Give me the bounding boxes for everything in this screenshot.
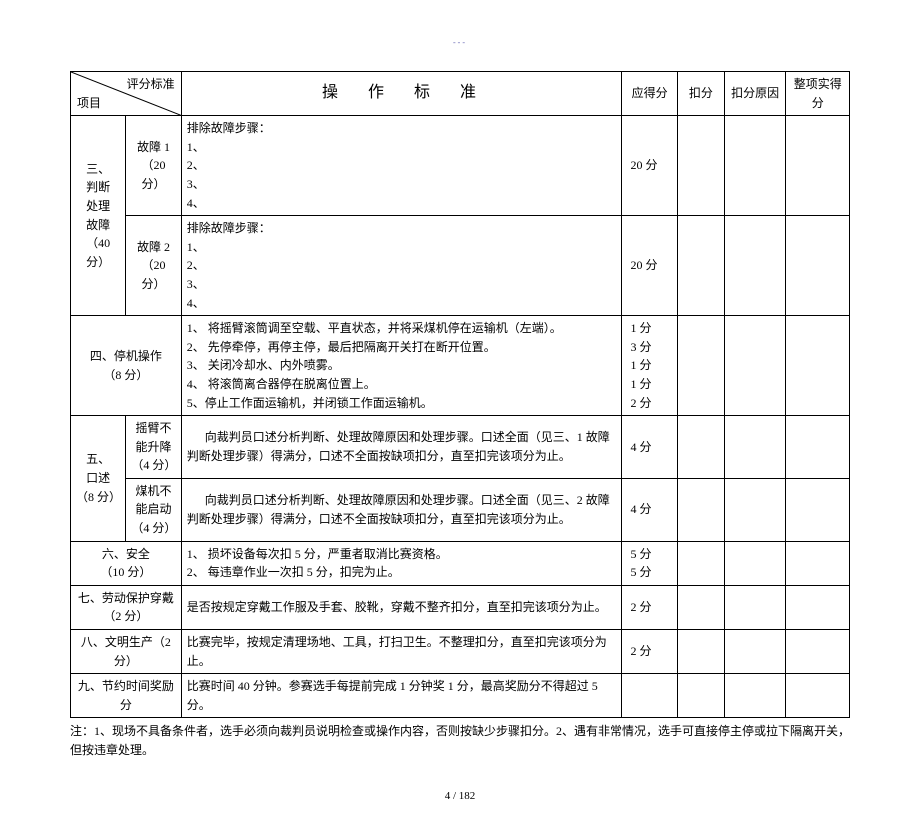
table-header-row: 项目 评分标准 操作标准 应得分 扣分 扣分原因 整项实得分 [71, 72, 850, 116]
row-three-fault2: 故障 2 （20 分） 排除故障步骤： 1、 2、 3、 4、 20 分 [71, 216, 850, 316]
item-9-deduct [677, 674, 724, 718]
row-five-sub2: 煤机不 能启动 （4 分） 向裁判员口述分析判断、处理故障原因和处理步骤。口述全… [71, 478, 850, 541]
item-7-reason [724, 585, 786, 629]
diag-criteria-label: 评分标准 [127, 75, 175, 94]
row-nine: 九、节约时间奖励分 比赛时间 40 分钟。参赛选手每提前完成 1 分钟奖 1 分… [71, 674, 850, 718]
fault1-score: 20 分 [622, 116, 677, 216]
item-5-sub1-label: 摇臂不 能升降 （4 分） [126, 416, 181, 479]
item-5-sub2-content: 向裁判员口述分析判断、处理故障原因和处理步骤。口述全面（见三、2 故障判断处理步… [181, 478, 622, 541]
item-8-deduct [677, 630, 724, 674]
item-6-deduct [677, 541, 724, 585]
item-5-sub1-score: 4 分 [622, 416, 677, 479]
row-three-fault1: 三、 判断 处理 故障 （40 分） 故障 1 （20 分） 排除故障步骤： 1… [71, 116, 850, 216]
fault1-reason [724, 116, 786, 216]
scoring-table: 项目 评分标准 操作标准 应得分 扣分 扣分原因 整项实得分 三、 判断 处理 … [70, 71, 850, 718]
item-6-scores: 5 分 5 分 [622, 541, 677, 585]
item-5-sub2-deduct [677, 478, 724, 541]
col-deserve: 应得分 [622, 72, 677, 116]
col-reason: 扣分原因 [724, 72, 786, 116]
item-8-score: 2 分 [622, 630, 677, 674]
page-marker: --- [70, 38, 850, 47]
fault1-deduct [677, 116, 724, 216]
item-8-reason [724, 630, 786, 674]
col-operation-standard: 操作标准 [181, 72, 622, 116]
fault2-label: 故障 2 （20 分） [126, 216, 181, 316]
item-8-content: 比赛完毕，按规定清理场地、工具，打扫卫生。不整理扣分，直至扣完该项分为止。 [181, 630, 622, 674]
item-5-sub1-deduct [677, 416, 724, 479]
item-5-sub1-content: 向裁判员口述分析判断、处理故障原因和处理步骤。口述全面（见三、1 故障判断处理步… [181, 416, 622, 479]
row-five-sub1: 五、 口述 （8 分） 摇臂不 能升降 （4 分） 向裁判员口述分析判断、处理故… [71, 416, 850, 479]
item-4-scores: 1 分 3 分 1 分 1 分 2 分 [622, 316, 677, 416]
item-6-label: 六、安全 （10 分） [71, 541, 182, 585]
row-seven: 七、劳动保护穿戴 （2 分） 是否按规定穿戴工作服及手套、胶靴，穿戴不整齐扣分，… [71, 585, 850, 629]
item-8-actual [786, 630, 850, 674]
item-6-actual [786, 541, 850, 585]
footnote: 注：1、现场不具备条件者，选手必须向裁判员说明检查或操作内容，否则按缺少步骤扣分… [70, 722, 850, 759]
item-7-label: 七、劳动保护穿戴 （2 分） [71, 585, 182, 629]
item-9-label: 九、节约时间奖励分 [71, 674, 182, 718]
item-5-sub2-label: 煤机不 能启动 （4 分） [126, 478, 181, 541]
item-7-actual [786, 585, 850, 629]
fault2-content: 排除故障步骤： 1、 2、 3、 4、 [181, 216, 622, 316]
fault1-actual [786, 116, 850, 216]
fault1-content: 排除故障步骤： 1、 2、 3、 4、 [181, 116, 622, 216]
item-4-deduct [677, 316, 724, 416]
row-six: 六、安全 （10 分） 1、 损坏设备每次扣 5 分，严重者取消比赛资格。 2、… [71, 541, 850, 585]
fault2-score: 20 分 [622, 216, 677, 316]
diagonal-header: 项目 评分标准 [71, 72, 182, 116]
item-9-reason [724, 674, 786, 718]
item-6-content: 1、 损坏设备每次扣 5 分，严重者取消比赛资格。 2、 每违章作业一次扣 5 … [181, 541, 622, 585]
item-8-label: 八、文明生产（2 分） [71, 630, 182, 674]
item-9-content: 比赛时间 40 分钟。参赛选手每提前完成 1 分钟奖 1 分，最高奖励分不得超过… [181, 674, 622, 718]
item-5-sub2-reason [724, 478, 786, 541]
item-5-sub2-actual [786, 478, 850, 541]
fault2-actual [786, 216, 850, 316]
item-9-score [622, 674, 677, 718]
item-5-label: 五、 口述 （8 分） [71, 416, 126, 542]
item-4-label: 四、停机操作 （8 分） [71, 316, 182, 416]
item-6-reason [724, 541, 786, 585]
item-7-score: 2 分 [622, 585, 677, 629]
col-deduct: 扣分 [677, 72, 724, 116]
col-actual: 整项实得分 [786, 72, 850, 116]
row-four: 四、停机操作 （8 分） 1、 将摇臂滚筒调至空载、平直状态，并将采煤机停在运输… [71, 316, 850, 416]
item-4-content: 1、 将摇臂滚筒调至空载、平直状态，并将采煤机停在运输机（左端）。 2、 先停牵… [181, 316, 622, 416]
item-5-sub1-reason [724, 416, 786, 479]
row-eight: 八、文明生产（2 分） 比赛完毕，按规定清理场地、工具，打扫卫生。不整理扣分，直… [71, 630, 850, 674]
item-4-actual [786, 316, 850, 416]
fault2-reason [724, 216, 786, 316]
diag-item-label: 项目 [77, 94, 101, 113]
item-5-sub1-actual [786, 416, 850, 479]
item-3-label: 三、 判断 处理 故障 （40 分） [71, 116, 126, 316]
item-5-sub2-score: 4 分 [622, 478, 677, 541]
page-number: 4 / 182 [70, 790, 850, 802]
fault2-deduct [677, 216, 724, 316]
fault1-label: 故障 1 （20 分） [126, 116, 181, 216]
item-4-reason [724, 316, 786, 416]
item-7-content: 是否按规定穿戴工作服及手套、胶靴，穿戴不整齐扣分，直至扣完该项分为止。 [181, 585, 622, 629]
item-9-actual [786, 674, 850, 718]
item-7-deduct [677, 585, 724, 629]
